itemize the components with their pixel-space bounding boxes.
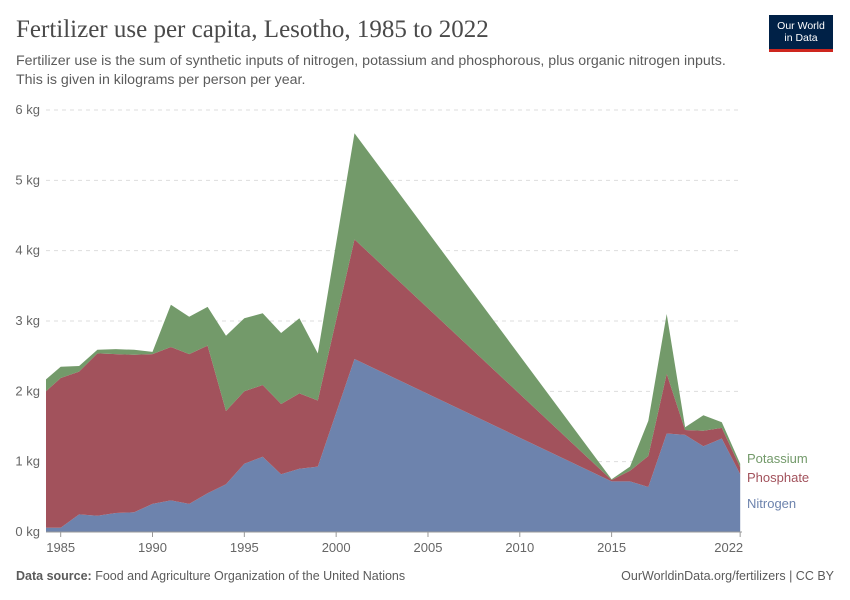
legend-label-potassium[interactable]: Potassium [747,451,808,466]
logo-line-1: Our World [777,20,825,32]
x-tick-label: 1990 [138,540,167,555]
area-series [46,133,741,532]
y-tick-label: 2 kg [15,383,40,398]
x-tick-label: 1995 [230,540,259,555]
legend-label-nitrogen[interactable]: Nitrogen [747,496,796,511]
footer-separator: | [789,569,793,583]
y-tick-label: 6 kg [15,102,40,117]
x-tick-label: 2015 [597,540,626,555]
legend-label-phosphate[interactable]: Phosphate [747,470,809,485]
y-tick-label: 4 kg [15,243,40,258]
area-nitrogen[interactable] [46,359,741,532]
stacked-area-chart: 0 kg 1 kg 2 kg 3 kg 4 kg 5 kg 6 kg 1985 1990 1995… [15,102,809,555]
owid-logo[interactable]: Our World in Data [769,15,833,52]
y-tick-label: 5 kg [15,172,40,187]
legend: Potassium Phosphate Nitrogen [747,451,809,511]
x-tick-label: 2010 [505,540,534,555]
y-tick-label: 0 kg [15,524,40,539]
data-source: Data source: Food and Agriculture Organi… [16,569,405,583]
y-tick-label: 1 kg [15,454,40,469]
data-source-label: Data source: [16,569,92,583]
license-link[interactable]: CC BY [795,569,834,583]
chart-subtitle: Fertilizer use is the sum of synthetic i… [16,53,726,88]
area-potassium[interactable] [46,133,741,480]
axes: 0 kg 1 kg 2 kg 3 kg 4 kg 5 kg 6 kg 1985 1990 1995… [15,102,743,555]
data-source-text: Food and Agriculture Organization of the… [95,569,406,583]
x-tick-label: 2000 [322,540,351,555]
x-tick-label: 2005 [414,540,443,555]
source-url-link[interactable]: OurWorldinData.org/fertilizers [621,569,786,583]
y-tick-label: 3 kg [15,313,40,328]
footer-links: OurWorldinData.org/fertilizers | CC BY [621,569,834,583]
chart-title: Fertilizer use per capita, Lesotho, 1985… [16,16,489,43]
area-phosphate[interactable] [46,239,741,528]
logo-line-2: in Data [784,32,818,44]
x-tick-label: 1985 [46,540,75,555]
x-tick-label: 2022 [714,540,743,555]
